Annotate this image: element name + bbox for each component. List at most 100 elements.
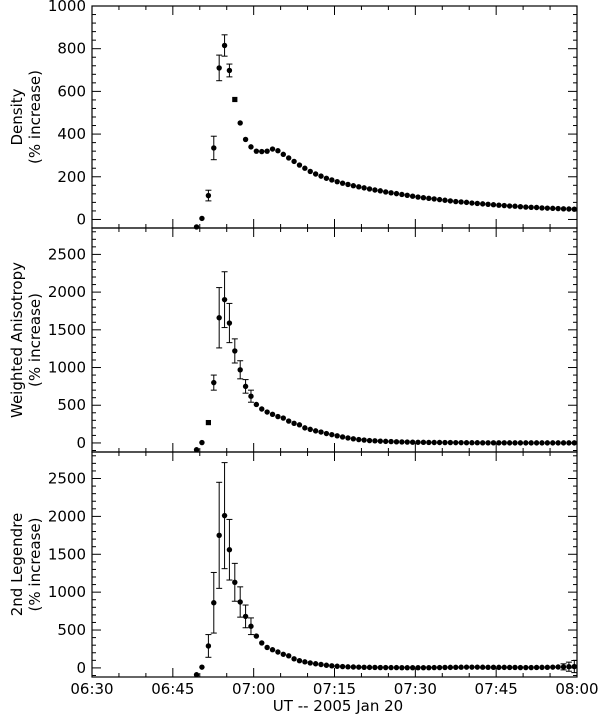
data-point bbox=[285, 653, 292, 659]
data-point bbox=[291, 656, 297, 662]
y-tick-label: 2000 bbox=[48, 507, 86, 525]
x-tick-label: 07:30 bbox=[394, 680, 437, 698]
data-point bbox=[264, 644, 270, 651]
data-point bbox=[442, 439, 448, 446]
data-point bbox=[372, 438, 378, 444]
data-point bbox=[377, 664, 384, 671]
data-point bbox=[528, 440, 534, 446]
data-point bbox=[259, 640, 265, 646]
data-point bbox=[259, 148, 265, 155]
data-point bbox=[479, 201, 486, 207]
data-point bbox=[205, 643, 212, 649]
y-tick-label: 400 bbox=[57, 125, 86, 143]
data-point bbox=[496, 440, 502, 446]
data-point bbox=[334, 663, 340, 669]
data-point bbox=[404, 192, 410, 199]
data-point bbox=[458, 439, 464, 446]
data-point bbox=[420, 439, 427, 446]
data-point bbox=[205, 419, 211, 426]
y-tick-label: 2000 bbox=[48, 283, 86, 301]
data-point bbox=[269, 146, 276, 152]
data-point bbox=[275, 413, 281, 420]
data-point bbox=[550, 205, 556, 212]
data-point bbox=[458, 199, 464, 205]
data-point bbox=[205, 192, 212, 199]
data-point bbox=[345, 664, 351, 670]
data-point bbox=[415, 194, 421, 200]
y-axis-label-line: Density bbox=[8, 88, 26, 145]
data-point bbox=[523, 204, 529, 210]
data-point bbox=[226, 67, 233, 74]
y-tick-label: 1500 bbox=[48, 545, 86, 563]
data-point bbox=[501, 440, 507, 446]
data-point bbox=[356, 184, 362, 190]
data-point bbox=[399, 191, 405, 198]
data-point bbox=[269, 647, 276, 653]
data-point bbox=[296, 422, 303, 428]
data-point bbox=[291, 158, 297, 165]
data-point bbox=[216, 315, 222, 321]
data-point bbox=[431, 439, 437, 446]
y-tick-label: 1000 bbox=[48, 0, 86, 15]
data-point bbox=[237, 599, 243, 605]
data-point bbox=[372, 187, 378, 193]
data-point bbox=[259, 406, 265, 412]
data-point bbox=[533, 664, 540, 671]
data-point bbox=[211, 379, 217, 386]
data-point bbox=[334, 433, 340, 439]
data-point bbox=[226, 320, 233, 326]
data-point bbox=[415, 439, 421, 445]
data-point bbox=[253, 633, 260, 639]
data-point bbox=[474, 664, 481, 670]
data-point bbox=[350, 664, 357, 670]
y-tick-label: 2500 bbox=[48, 245, 86, 263]
data-point bbox=[329, 177, 335, 183]
data-point bbox=[528, 664, 534, 671]
data-point bbox=[485, 201, 491, 208]
data-point bbox=[404, 439, 410, 445]
y-axis-label-line: 2nd Legendre bbox=[8, 513, 26, 617]
y-tick-label: 200 bbox=[57, 168, 86, 186]
data-point bbox=[211, 600, 217, 606]
data-point bbox=[237, 367, 243, 373]
data-point bbox=[323, 662, 330, 668]
data-point bbox=[307, 426, 313, 433]
data-point bbox=[302, 165, 308, 171]
y-axis-label-line: Weighted Anisotropy bbox=[8, 262, 26, 418]
data-point bbox=[329, 663, 335, 669]
y-tick-label: 500 bbox=[57, 396, 86, 414]
data-point bbox=[426, 195, 432, 202]
data-point bbox=[339, 663, 346, 670]
data-point bbox=[490, 440, 497, 446]
data-point bbox=[404, 664, 410, 671]
data-point bbox=[409, 193, 416, 199]
data-point bbox=[533, 204, 540, 211]
data-point bbox=[555, 205, 561, 212]
data-point bbox=[431, 664, 437, 671]
data-point bbox=[474, 200, 481, 207]
data-point bbox=[512, 664, 518, 671]
x-tick-label: 07:45 bbox=[475, 680, 518, 698]
data-point bbox=[555, 440, 561, 446]
data-point bbox=[226, 547, 233, 553]
y-axis-label-line: (% increase) bbox=[26, 518, 44, 612]
data-point bbox=[318, 173, 324, 179]
data-point bbox=[334, 178, 340, 185]
data-point bbox=[399, 664, 405, 671]
data-point bbox=[339, 434, 346, 440]
data-point bbox=[469, 440, 475, 446]
data-point bbox=[517, 440, 524, 446]
data-point bbox=[485, 664, 491, 671]
data-point bbox=[447, 439, 454, 446]
data-point bbox=[307, 660, 313, 666]
data-point bbox=[463, 664, 470, 670]
data-point bbox=[479, 664, 486, 670]
data-point bbox=[447, 198, 454, 204]
y-tick-label: 0 bbox=[76, 434, 86, 452]
data-point bbox=[248, 144, 254, 150]
data-point bbox=[544, 205, 551, 211]
data-point bbox=[366, 664, 373, 671]
x-axis-label: UT -- 2005 Jan 20 bbox=[273, 697, 403, 715]
data-point bbox=[382, 438, 389, 445]
data-point bbox=[280, 415, 287, 421]
